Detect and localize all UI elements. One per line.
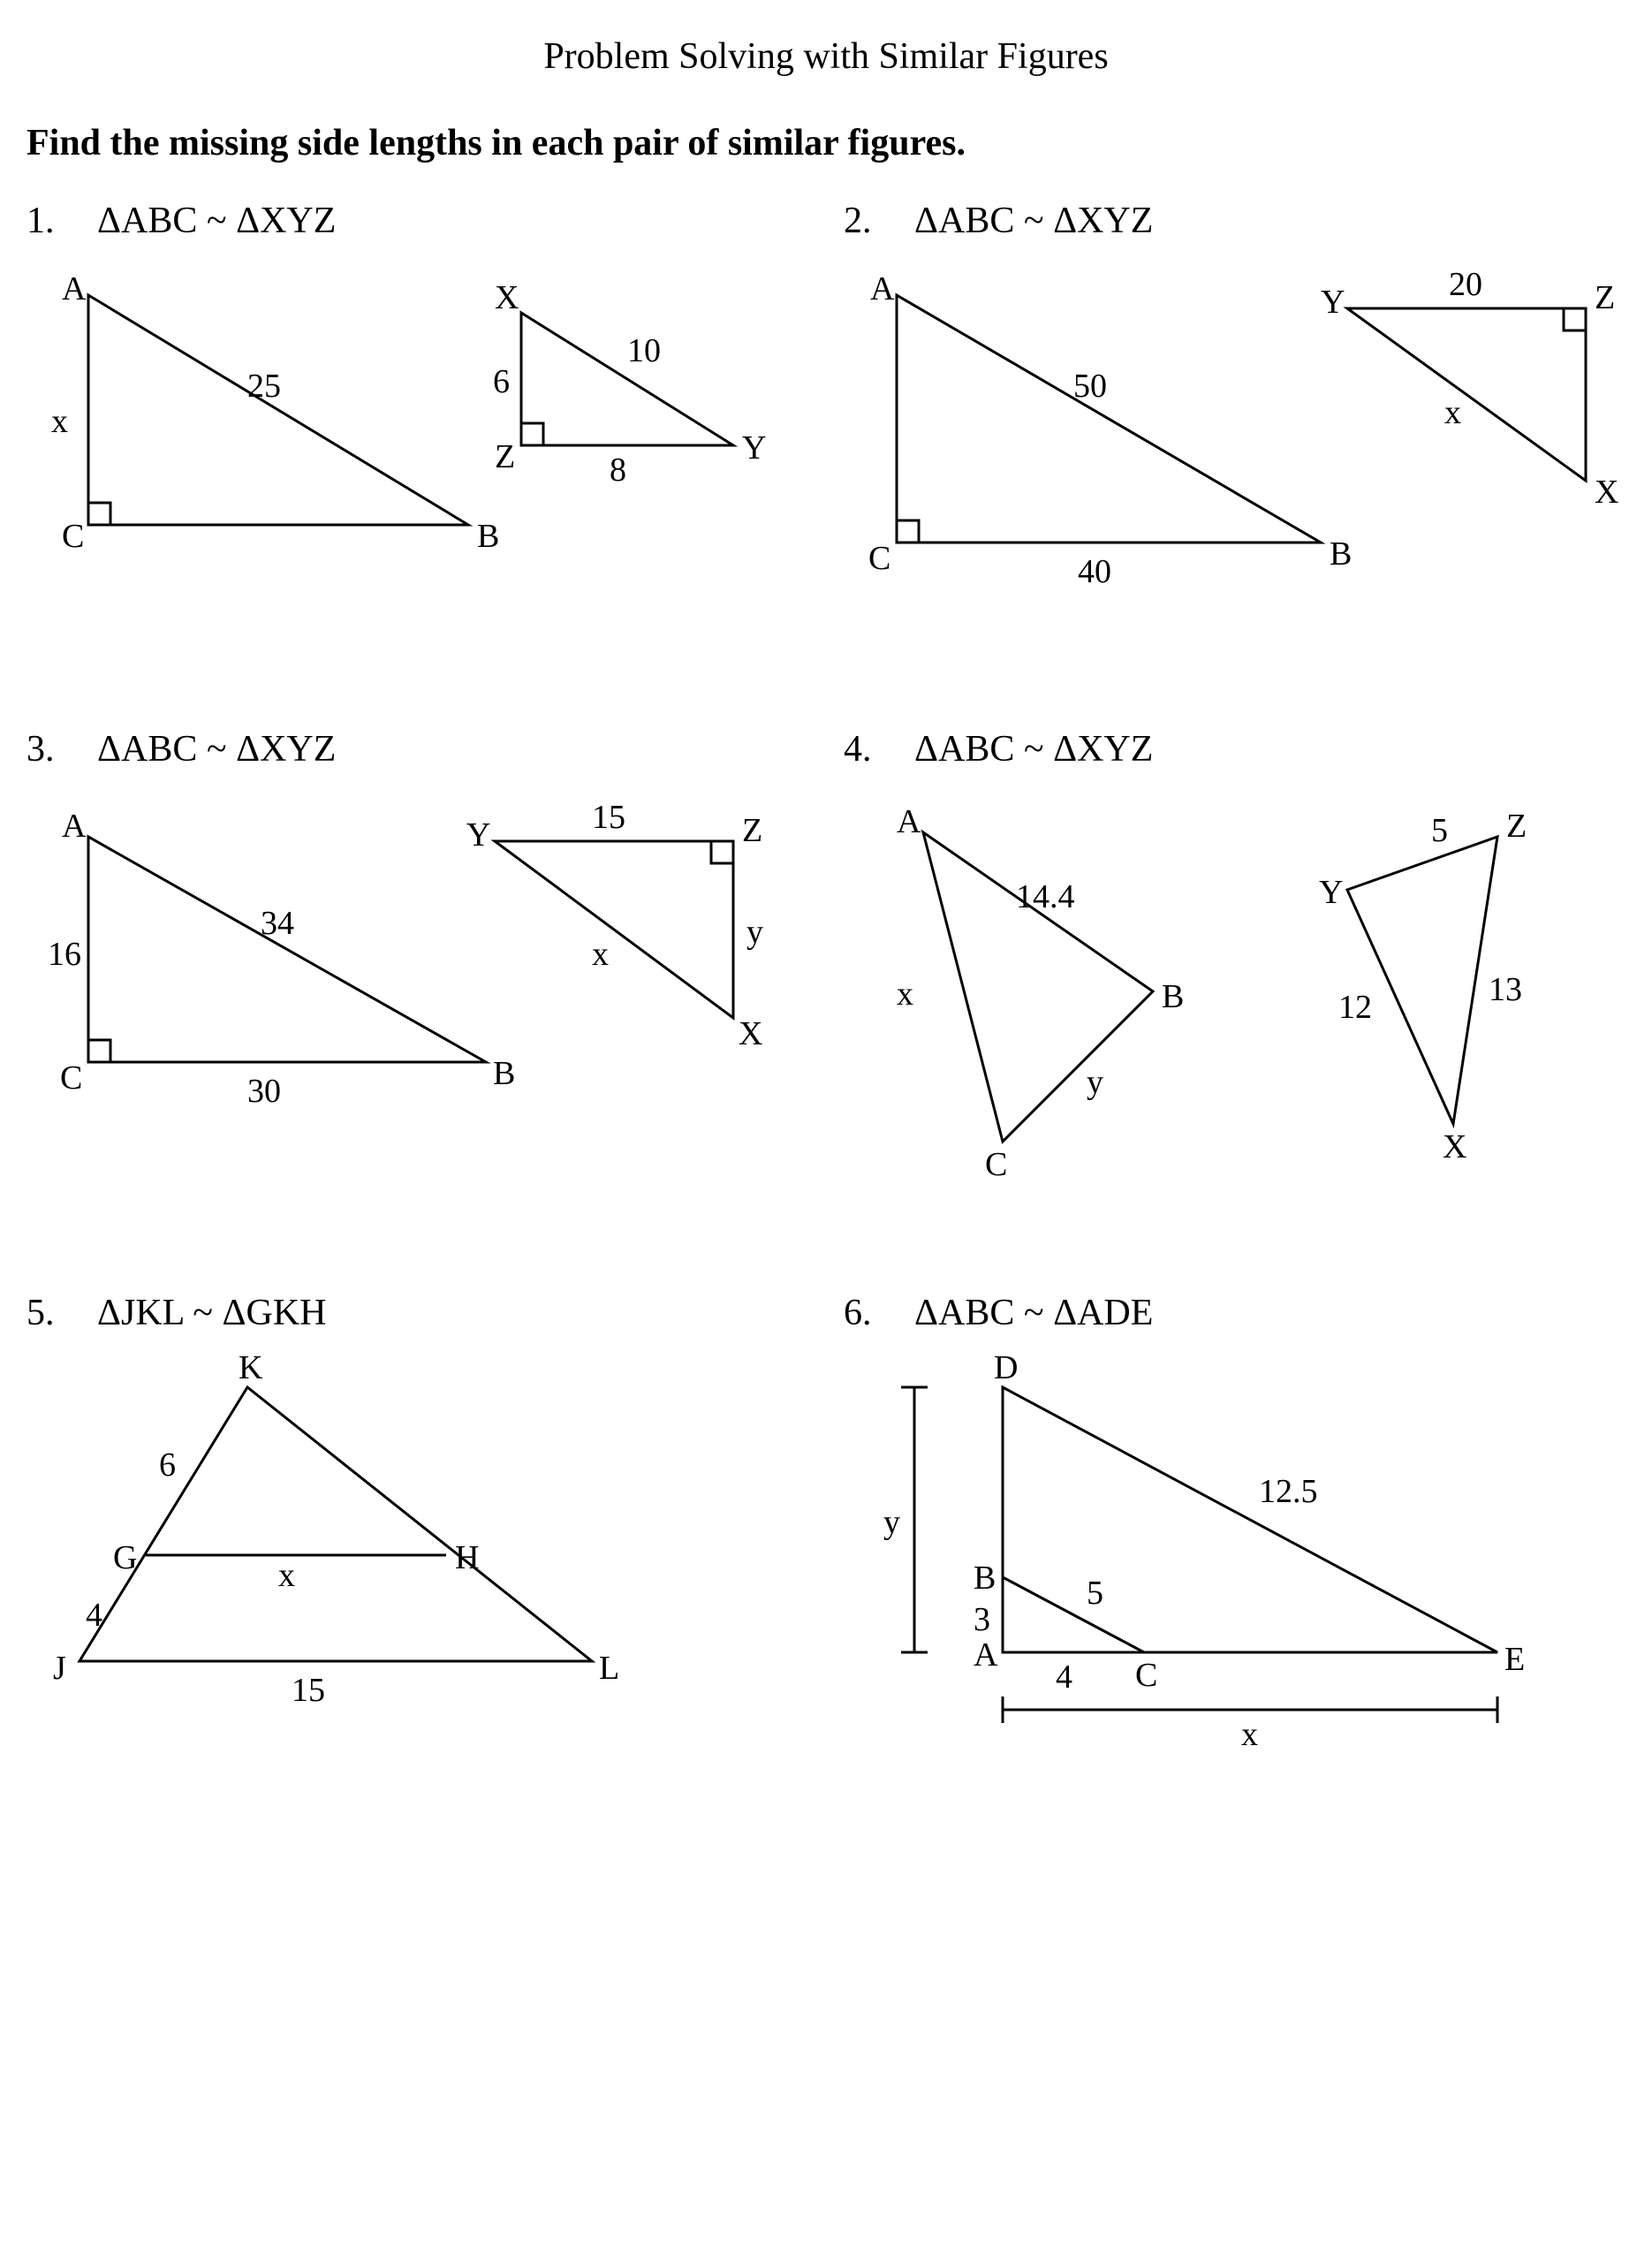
problem-5: 5. ΔJKL ~ ΔGKH K J L G H 6 4 x 15 — [27, 1292, 808, 1750]
val-xy: 10 — [627, 332, 661, 369]
problem-statement: ΔABC ~ ΔXYZ — [914, 200, 1153, 242]
val-bc: 5 — [1087, 1575, 1103, 1612]
problem-2: 2. ΔABC ~ ΔXYZ A C B 50 40 Y Z X 20 x — [844, 200, 1625, 604]
val-yz: 5 — [1431, 812, 1448, 849]
label-B: B — [493, 1055, 515, 1092]
val-yz: 20 — [1449, 266, 1482, 303]
val-zy: 8 — [610, 452, 626, 489]
val-ac: 16 — [48, 936, 81, 973]
problem-number: 3. — [27, 728, 72, 770]
val-ab: 3 — [974, 1601, 990, 1638]
problem-statement: ΔABC ~ ΔXYZ — [97, 200, 336, 242]
label-A: A — [974, 1636, 998, 1674]
val-ae: x — [1241, 1716, 1258, 1753]
label-L: L — [599, 1650, 619, 1687]
val-cb: 40 — [1078, 553, 1111, 590]
label-K: K — [239, 1349, 263, 1386]
label-A: A — [62, 808, 87, 845]
problem-3: 3. ΔABC ~ ΔXYZ A C B 16 34 30 Y Z X 15 — [27, 728, 808, 1168]
val-ac: 4 — [1056, 1659, 1072, 1696]
label-A: A — [870, 270, 895, 307]
val-cb: 30 — [247, 1073, 281, 1110]
figure-6: D B A C E y 3 5 4 12.5 — [844, 1352, 1625, 1750]
label-A: A — [897, 803, 921, 840]
problem-number: 1. — [27, 200, 72, 242]
figure-3: A C B 16 34 30 Y Z X 15 y x — [27, 788, 808, 1133]
val-y: y — [883, 1504, 900, 1541]
val-yz: 15 — [592, 799, 625, 836]
val-xz: 6 — [493, 363, 510, 400]
label-Z: Z — [1506, 808, 1527, 845]
label-D: D — [994, 1349, 1018, 1386]
problem-1: 1. ΔABC ~ ΔXYZ A C B 25 x X Z Y 10 6 — [27, 200, 808, 604]
val-zx: y — [746, 914, 763, 951]
val-ac: x — [51, 403, 68, 440]
label-C: C — [1135, 1657, 1157, 1694]
label-B: B — [1162, 978, 1184, 1015]
val-ab: 50 — [1073, 368, 1107, 405]
problem-number: 5. — [27, 1292, 72, 1334]
val-gj: 4 — [86, 1597, 102, 1634]
problem-4: 4. ΔABC ~ ΔXYZ A B C 14.4 x y Y Z X 5 12… — [844, 728, 1625, 1168]
val-ac: x — [897, 975, 913, 1013]
figure-2: A C B 50 40 Y Z X 20 x — [844, 260, 1625, 604]
label-X: X — [1595, 474, 1618, 511]
label-Y: Y — [742, 429, 766, 467]
label-X: X — [1443, 1128, 1466, 1165]
figure-5: K J L G H 6 4 x 15 — [27, 1352, 808, 1714]
val-jl: 15 — [292, 1672, 325, 1709]
label-B: B — [1330, 535, 1352, 573]
val-yx: 12 — [1338, 989, 1372, 1026]
problem-statement: ΔJKL ~ ΔGKH — [97, 1292, 327, 1334]
label-Y: Y — [1321, 284, 1345, 321]
label-C: C — [60, 1059, 82, 1097]
problem-statement: ΔABC ~ ΔXYZ — [914, 728, 1153, 770]
val-kg: 6 — [159, 1446, 176, 1484]
problem-6: 6. ΔABC ~ ΔADE D B A C E y 3 — [844, 1292, 1625, 1750]
label-X: X — [739, 1015, 762, 1052]
problem-number: 2. — [844, 200, 890, 242]
val-yx: x — [1444, 394, 1461, 431]
page-title: Problem Solving with Similar Figures — [27, 35, 1625, 78]
val-de: 12.5 — [1259, 1473, 1318, 1510]
val-bc: y — [1087, 1064, 1103, 1101]
label-Z: Z — [742, 812, 762, 849]
val-ab: 25 — [247, 368, 281, 405]
label-Y: Y — [466, 816, 490, 854]
label-C: C — [868, 540, 890, 577]
label-Y: Y — [1319, 874, 1343, 911]
val-yx: x — [592, 936, 609, 973]
val-gh: x — [278, 1557, 295, 1594]
label-X: X — [495, 279, 519, 316]
problem-grid: 1. ΔABC ~ ΔXYZ A C B 25 x X Z Y 10 6 — [27, 200, 1625, 1750]
problem-statement: ΔABC ~ ΔADE — [914, 1292, 1153, 1334]
problem-number: 6. — [844, 1292, 890, 1334]
label-J: J — [53, 1650, 66, 1687]
label-A: A — [62, 270, 87, 307]
label-H: H — [455, 1539, 479, 1576]
val-ab: 14.4 — [1016, 878, 1075, 915]
label-C: C — [62, 518, 84, 555]
val-zx: 13 — [1489, 971, 1522, 1008]
figure-4: A B C 14.4 x y Y Z X 5 12 13 — [844, 788, 1625, 1168]
label-G: G — [113, 1539, 137, 1576]
instructions: Find the missing side lengths in each pa… — [27, 122, 1625, 164]
problem-number: 4. — [844, 728, 890, 770]
val-ab: 34 — [261, 905, 294, 942]
label-B: B — [477, 518, 499, 555]
label-C: C — [985, 1146, 1007, 1183]
label-Z: Z — [1595, 279, 1615, 316]
label-B: B — [974, 1560, 996, 1597]
label-E: E — [1504, 1641, 1525, 1678]
problem-statement: ΔABC ~ ΔXYZ — [97, 728, 336, 770]
figure-1: A C B 25 x X Z Y 10 6 8 — [27, 260, 808, 587]
label-Z: Z — [495, 438, 515, 475]
